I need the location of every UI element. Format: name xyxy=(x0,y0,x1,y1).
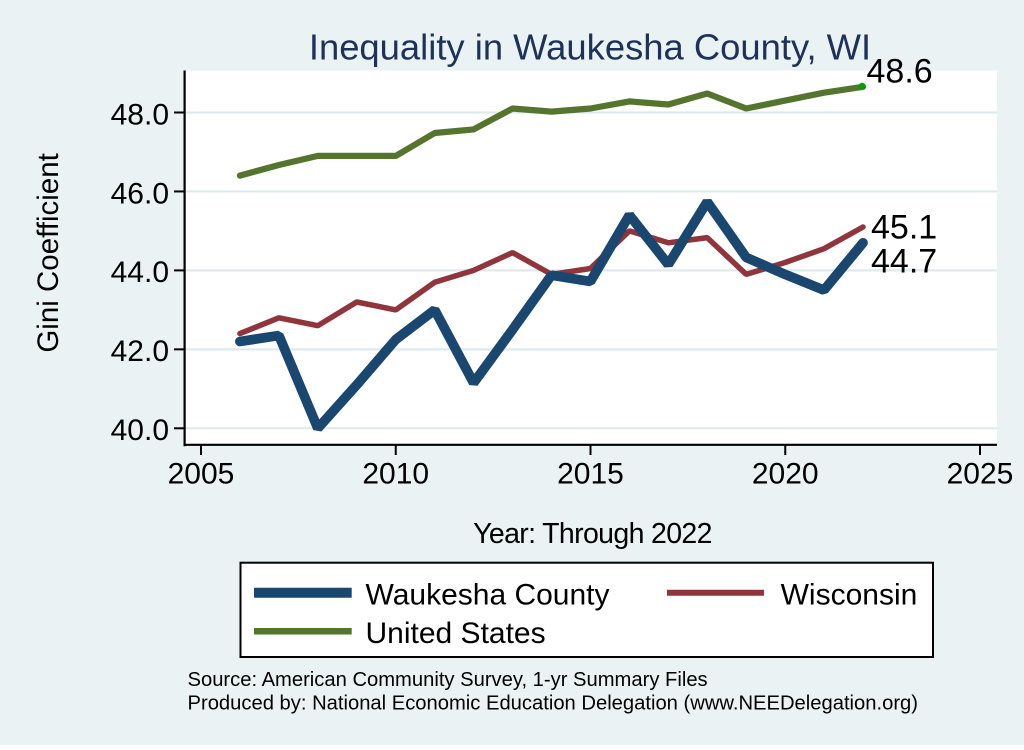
svg-text:2005: 2005 xyxy=(168,458,235,491)
svg-text:Year: Through 2022: Year: Through 2022 xyxy=(473,518,712,550)
svg-text:Wisconsin: Wisconsin xyxy=(781,579,918,612)
svg-text:United States: United States xyxy=(366,617,546,650)
svg-text:Inequality in Waukesha County,: Inequality in Waukesha County, WI xyxy=(309,27,871,68)
svg-text:2010: 2010 xyxy=(362,458,429,491)
svg-text:48.6: 48.6 xyxy=(867,53,933,91)
svg-text:2015: 2015 xyxy=(557,458,624,491)
svg-text:40.0: 40.0 xyxy=(111,414,169,447)
svg-text:45.1: 45.1 xyxy=(871,209,937,247)
svg-text:42.0: 42.0 xyxy=(111,335,169,368)
svg-text:48.0: 48.0 xyxy=(111,98,169,131)
svg-text:2025: 2025 xyxy=(947,458,1014,491)
svg-text:Produced by: National Economic: Produced by: National Economic Education… xyxy=(188,693,919,715)
svg-text:2020: 2020 xyxy=(752,458,819,491)
svg-text:46.0: 46.0 xyxy=(111,177,169,210)
svg-text:Source: American Community Sur: Source: American Community Survey, 1-yr … xyxy=(188,669,708,691)
svg-text:Gini Coefficient: Gini Coefficient xyxy=(32,153,65,353)
svg-text:Waukesha County: Waukesha County xyxy=(366,579,610,612)
svg-text:44.0: 44.0 xyxy=(111,256,169,289)
svg-text:44.7: 44.7 xyxy=(871,243,937,281)
